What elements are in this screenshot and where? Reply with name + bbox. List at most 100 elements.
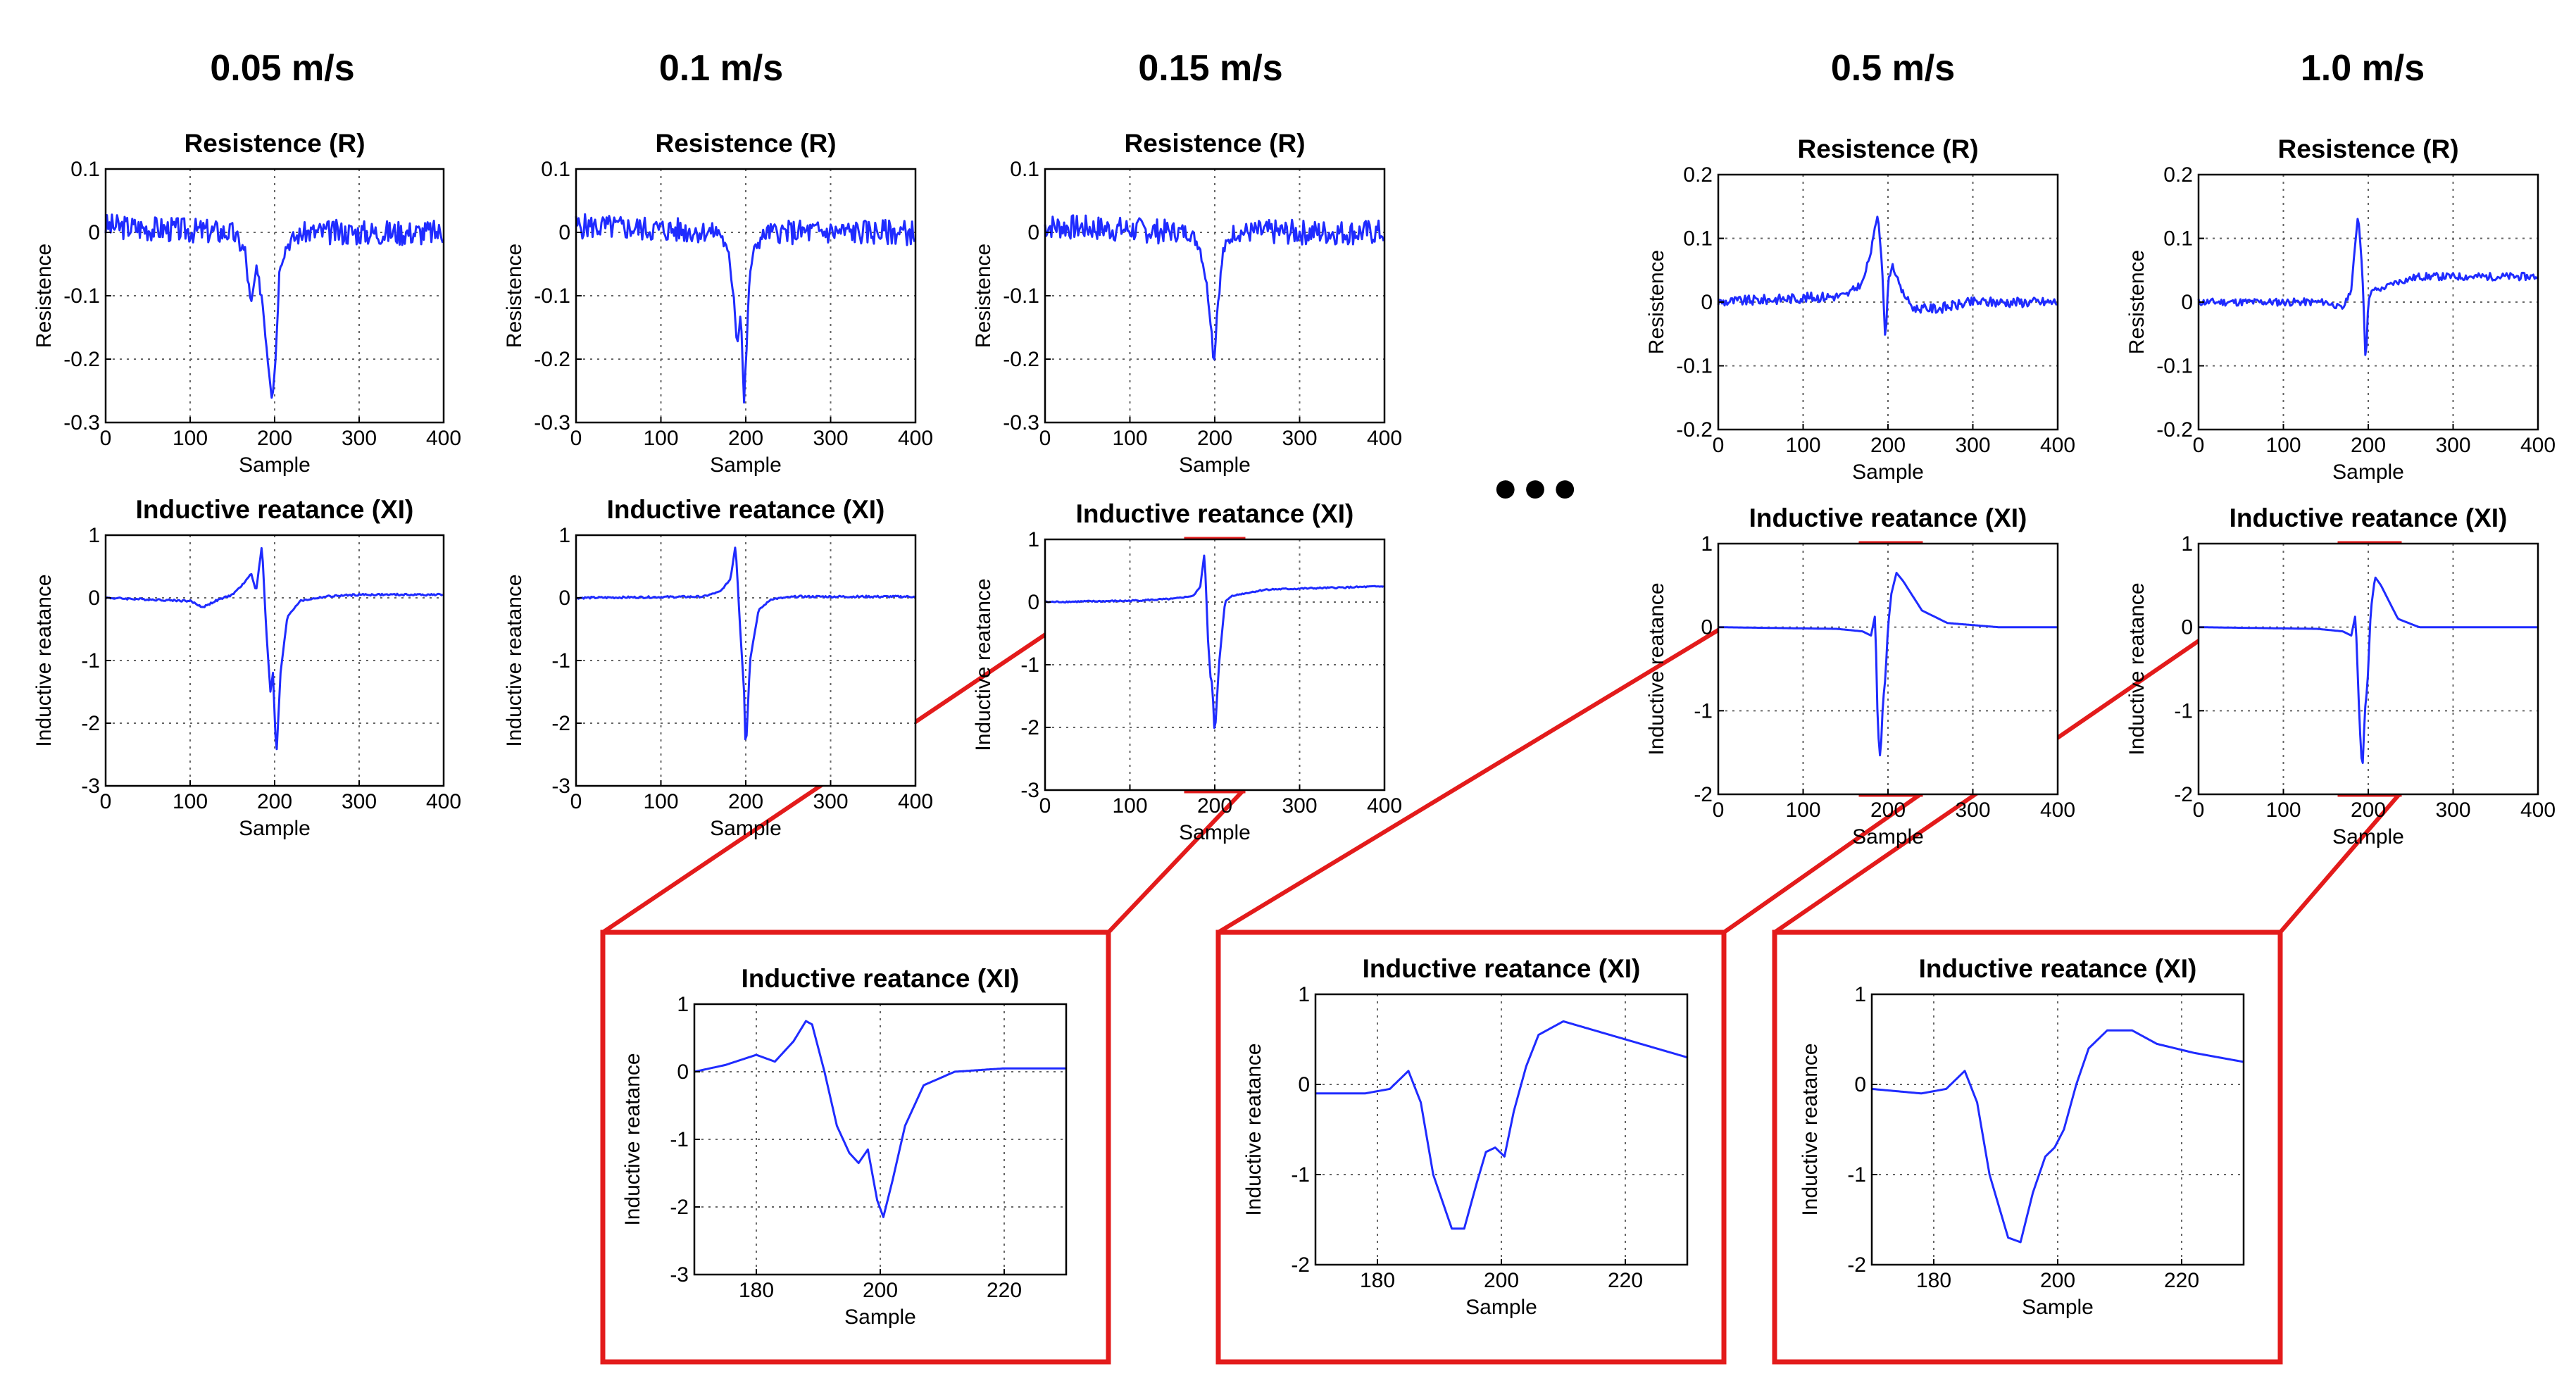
y-tick-label: 0 [558, 587, 570, 610]
x-axis-label: Sample [710, 817, 782, 840]
plot-x05: 0 100 200 300 400 -2 -1 0 1 Inductive reatance (X… [1645, 503, 2075, 849]
y-tick-label: 1 [677, 993, 689, 1016]
y-tick-label: -0.1 [1676, 355, 1713, 378]
x-tick-label: 400 [2040, 434, 2075, 457]
y-tick-label: 0 [2181, 616, 2193, 639]
y-tick-label: 0 [2181, 291, 2193, 314]
x-tick-label: 0 [1039, 427, 1051, 450]
y-axis-label: Inductive reatance [32, 574, 56, 746]
y-axis-label: Resistence [32, 244, 56, 348]
y-tick-label: -3 [551, 775, 570, 798]
plot-title: Resistence (R) [184, 129, 365, 158]
y-tick-label: 1 [1027, 528, 1039, 551]
y-tick-label: 0 [88, 587, 100, 610]
y-tick-label: 0 [1701, 291, 1713, 314]
x-tick-label: 200 [1870, 799, 1906, 822]
y-tick-label: 0 [558, 221, 570, 244]
x-tick-label: 200 [728, 427, 763, 450]
series-line-XI [1315, 1020, 1688, 1230]
x-tick-label: 220 [2164, 1269, 2199, 1292]
plot-title: Inductive reatance (XI) [607, 495, 885, 524]
y-tick-label: 0 [88, 221, 100, 244]
series-line-R [104, 213, 444, 399]
y-tick-label: 0.1 [2163, 227, 2193, 251]
plot-r01: 0 100 200 300 400 -0.3 -0.2 -0.1 0 0.1 Resistence … [503, 129, 933, 477]
plot-title: Inductive reatance (XI) [1749, 503, 2027, 532]
x-axis-label: Sample [2332, 825, 2404, 849]
y-tick-label: -2 [2174, 783, 2193, 806]
y-tick-label: -0.2 [63, 348, 100, 371]
y-tick-label: -0.3 [534, 411, 570, 434]
series-line-R [2197, 218, 2538, 356]
x-tick-label: 180 [1360, 1269, 1395, 1292]
x-tick-label: 300 [1955, 799, 1990, 822]
series-line-XI [1718, 572, 2057, 757]
x-tick-label: 400 [2520, 434, 2556, 457]
plot-r05: 0 100 200 300 400 -0.2 -0.1 0 0.1 0.2 Resistence (… [1645, 134, 2075, 484]
x-tick-label: 100 [1785, 434, 1820, 457]
x-tick-label: 100 [173, 790, 208, 813]
y-tick-label: -0.1 [1003, 284, 1039, 308]
speed-label-0.05: 0.05 m/s [210, 48, 354, 89]
y-tick-label: -2 [1694, 783, 1713, 806]
y-axis-label: Inductive reatance [1242, 1043, 1265, 1215]
speed-label-0.15: 0.15 m/s [1138, 48, 1282, 89]
speed-label-1.0: 1.0 m/s [2301, 48, 2425, 89]
y-tick-label: -3 [81, 775, 100, 798]
series-line-XI [1871, 1029, 2244, 1244]
x-tick-label: 220 [1608, 1269, 1643, 1292]
x-tick-label: 100 [643, 427, 678, 450]
y-axis-label: Resistence [2125, 250, 2149, 354]
x-tick-label: 100 [2265, 799, 2301, 822]
x-tick-label: 0 [570, 427, 582, 450]
axes-background [1718, 544, 2058, 794]
x-tick-label: 200 [1197, 794, 1232, 818]
plot-title: Resistence (R) [1797, 134, 1978, 163]
y-tick-label: 1 [1854, 983, 1866, 1006]
x-tick-label: 200 [257, 790, 292, 813]
plot-title: Inductive reatance (XI) [2230, 503, 2508, 532]
x-tick-label: 0 [1039, 794, 1051, 818]
series-line-XI [2199, 576, 2537, 764]
x-tick-label: 200 [2351, 434, 2386, 457]
plot-x10: 0 100 200 300 400 -2 -1 0 1 Inductive reatance (X… [2125, 503, 2556, 849]
x-tick-label: 400 [426, 427, 461, 450]
x-axis-label: Sample [2332, 461, 2404, 484]
x-tick-label: 400 [898, 790, 933, 813]
x-tick-label: 0 [1713, 799, 1725, 822]
x-axis-label: Sample [844, 1306, 916, 1329]
y-tick-label: 1 [558, 524, 570, 547]
x-axis-label: Sample [1852, 825, 1924, 849]
y-tick-label: 0.1 [1683, 227, 1713, 251]
x-tick-label: 100 [1785, 799, 1820, 822]
x-tick-label: 100 [173, 427, 208, 450]
y-tick-label: -0.1 [534, 284, 570, 308]
x-tick-label: 300 [1955, 434, 1990, 457]
y-tick-label: 0 [1701, 616, 1713, 639]
plot-z015: 180 200 220 -3 -2 -1 0 1 Inductive reatance (XI)… [621, 964, 1068, 1329]
y-tick-label: -1 [670, 1128, 689, 1151]
x-axis-label: Sample [239, 817, 311, 840]
x-axis-label: Sample [1465, 1296, 1537, 1319]
plot-title: Resistence (R) [655, 129, 836, 158]
x-tick-label: 300 [342, 790, 377, 813]
plot-title: Inductive reatance (XI) [1919, 954, 2197, 983]
plot-z05: 180 200 220 -2 -1 0 1 Inductive reatance (XI) Sa… [1242, 954, 1689, 1319]
plot-title: Resistence (R) [1124, 129, 1305, 158]
x-tick-label: 200 [1484, 1269, 1519, 1292]
y-tick-label: -0.3 [63, 411, 100, 434]
x-tick-label: 300 [813, 427, 848, 450]
y-tick-label: -2 [1847, 1253, 1866, 1277]
connector-line [1722, 792, 1922, 934]
y-tick-label: -3 [1020, 779, 1039, 802]
x-tick-label: 200 [1870, 434, 1906, 457]
series-line-XI [575, 546, 915, 741]
x-tick-label: 400 [1367, 427, 1402, 450]
y-tick-label: -2 [670, 1196, 689, 1219]
y-tick-label: 0 [1027, 221, 1039, 244]
zoom-frame-0.5 [1215, 930, 1727, 1365]
y-tick-label: -2 [551, 712, 570, 735]
x-tick-label: 100 [1112, 794, 1147, 818]
x-tick-label: 0 [570, 790, 582, 813]
